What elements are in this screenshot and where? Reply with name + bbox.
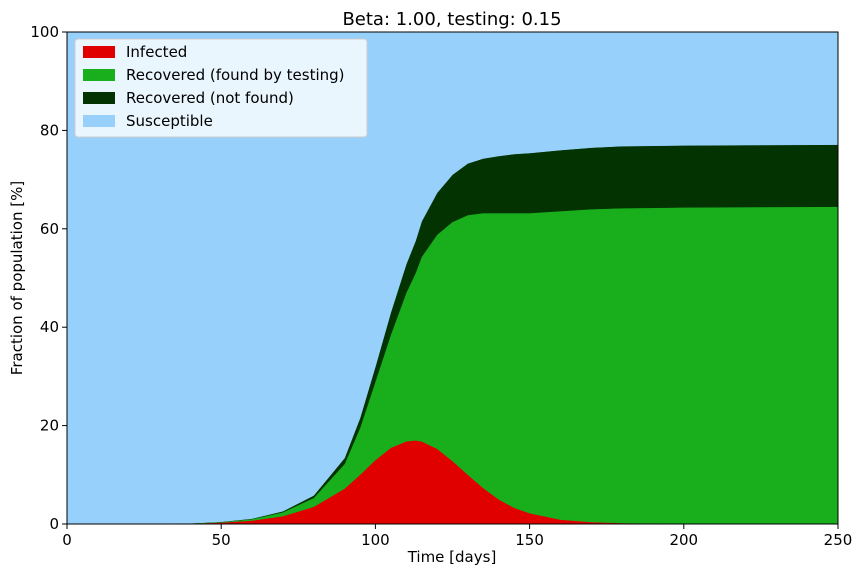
legend-swatch-recovered-not-found [83,92,115,104]
x-axis: 0 50 100 150 200 250 [62,524,852,549]
legend: Infected Recovered (found by testing) Reco… [74,38,368,138]
y-tick-label: 100 [30,23,59,41]
legend-swatch-recovered-found-by-testing [83,69,115,81]
chart-title: Beta: 1.00, testing: 0.15 [342,9,561,30]
plot-area [66,31,839,525]
x-tick-label: 0 [62,531,72,549]
x-tick-label: 200 [669,531,698,549]
legend-label-recovered-found-by-testing: Recovered (found by testing) [126,66,345,84]
legend-label-infected: Infected [126,43,187,61]
y-tick-label: 80 [40,121,59,139]
legend-swatch-susceptible [83,115,115,127]
plot-frame [66,31,839,525]
y-tick-label: 0 [49,515,59,533]
y-tick-label: 20 [40,417,59,435]
x-axis-label: Time [days] [407,548,497,566]
x-tick-label: 250 [824,531,853,549]
x-tick-label: 50 [212,531,231,549]
x-tick-label: 100 [361,531,390,549]
y-tick-label: 40 [40,318,59,336]
y-axis: 0 20 40 60 80 100 [30,23,67,533]
y-axis-label: Fraction of population [%] [8,181,26,375]
legend-label-susceptible: Susceptible [126,112,213,130]
legend-label-recovered-not-found: Recovered (not found) [126,89,294,107]
y-tick-label: 60 [40,220,59,238]
legend-swatch-infected [83,46,115,58]
legend-box [74,38,368,138]
x-tick-label: 150 [515,531,544,549]
